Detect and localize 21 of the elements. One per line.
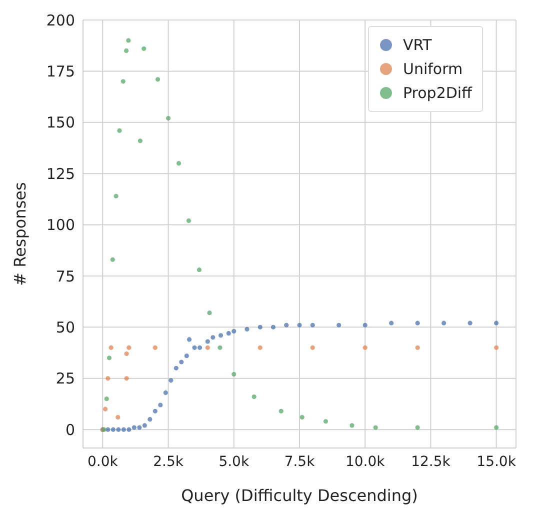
x-tick-label: 0.0k: [87, 454, 119, 470]
x-tick-label: 7.5k: [284, 454, 316, 470]
legend-label: Prop2Diff: [403, 83, 472, 104]
y-tick-label: 0: [65, 420, 75, 439]
y-tick-label: 175: [46, 62, 75, 81]
y-tick-label: 50: [56, 318, 75, 336]
legend-label: VRT: [403, 35, 432, 56]
y-tick-label: 125: [46, 164, 75, 183]
x-tick-label: 10.0k: [345, 454, 386, 470]
x-axis-title: Query (Difficulty Descending): [181, 486, 418, 505]
x-tick-label: 2.5k: [153, 454, 184, 470]
y-tick-label: 75: [56, 267, 75, 286]
y-tick-label: 100: [46, 216, 75, 234]
y-tick-label: 150: [46, 114, 75, 132]
x-tick-label: 15.0k: [476, 454, 517, 470]
x-tick-label: 12.5k: [411, 454, 452, 470]
x-tick-label: 5.0k: [218, 454, 250, 470]
y-axis-title: # Responses: [10, 182, 30, 286]
y-tick-label: 25: [56, 370, 75, 388]
y-tick-label: 200: [46, 11, 75, 30]
legend-label: Uniform: [403, 59, 463, 80]
